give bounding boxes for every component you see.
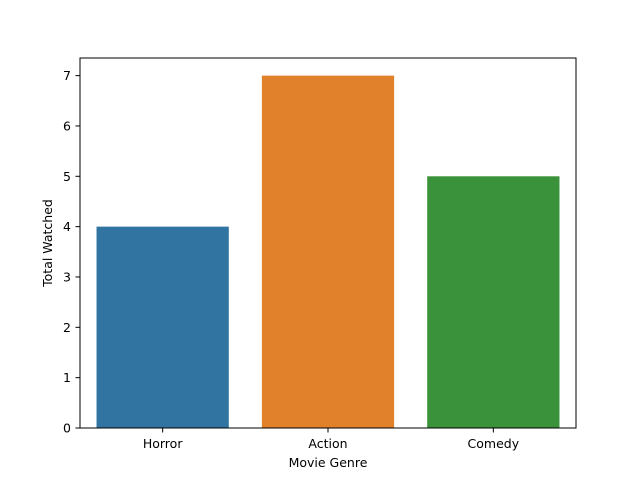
y-tick-label: 5 bbox=[63, 169, 71, 184]
x-tick-label: Action bbox=[308, 436, 347, 451]
plot-frame bbox=[79, 57, 577, 429]
y-axis-ticks: 0 1 2 3 4 5 6 7 bbox=[63, 68, 80, 436]
y-tick-label: 0 bbox=[63, 421, 71, 436]
bars-group bbox=[96, 75, 560, 428]
bar-action bbox=[261, 75, 395, 428]
bar-horror bbox=[96, 226, 229, 428]
x-axis-label: Movie Genre bbox=[289, 455, 368, 470]
y-tick-label: 6 bbox=[63, 118, 71, 133]
y-tick-label: 3 bbox=[63, 269, 71, 284]
y-tick-label: 7 bbox=[63, 68, 71, 83]
x-tick-label: Horror bbox=[143, 436, 183, 451]
x-tick-label: Comedy bbox=[468, 436, 520, 451]
x-axis-ticks: Horror Action Comedy bbox=[143, 428, 520, 451]
y-tick-label: 4 bbox=[63, 219, 71, 234]
y-tick-label: 2 bbox=[63, 320, 71, 335]
bar-comedy bbox=[427, 176, 560, 428]
y-tick-label: 1 bbox=[63, 370, 71, 385]
y-axis-label: Total Watched bbox=[40, 199, 55, 288]
